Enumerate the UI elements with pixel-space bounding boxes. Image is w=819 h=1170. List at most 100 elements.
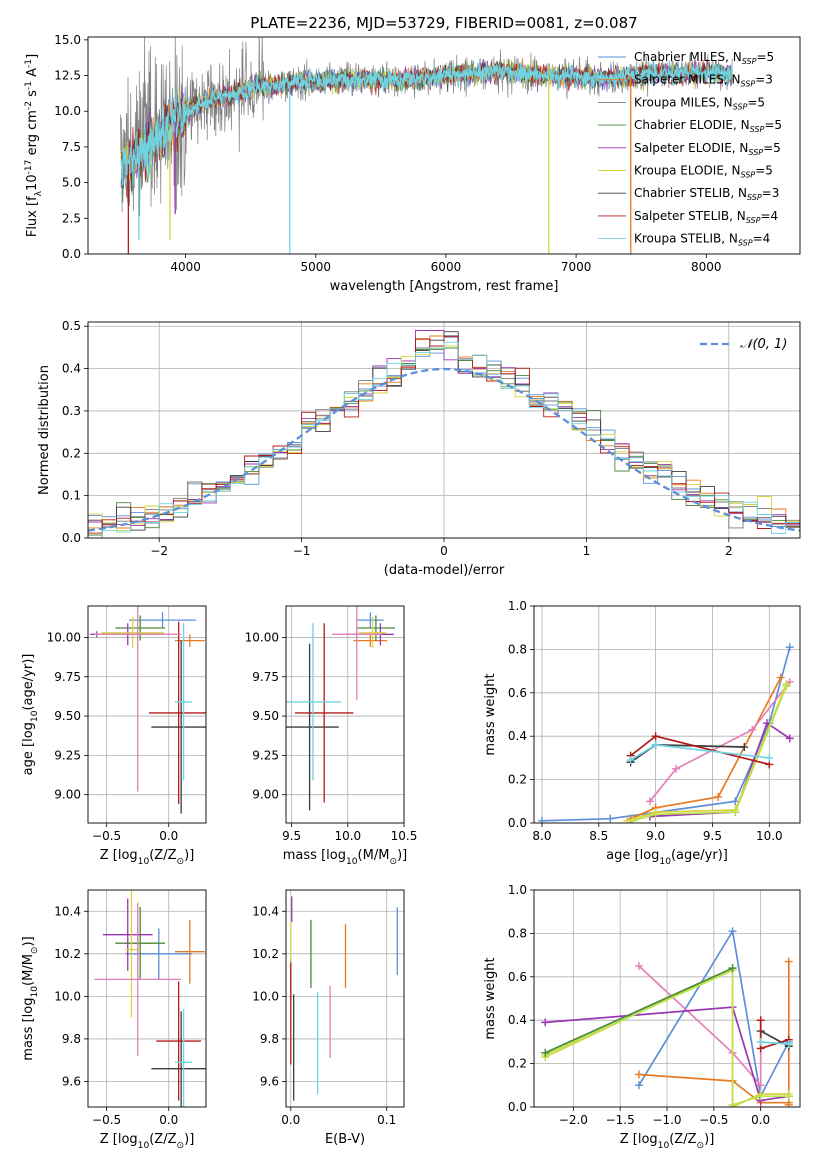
legend-label: Kroupa STELIB, NSSP=4	[634, 232, 770, 248]
legend-label: Chabrier STELIB, NSSP=3	[634, 186, 779, 202]
y-tick-label: 0.4	[508, 729, 527, 743]
legend-label: Chabrier MILES, NSSP=5	[634, 50, 774, 66]
panel-age_vs_Z: −0.5 0.0 9.00 9.25 9.50 9.75 10.00 Z [log10(Z/Z…	[21, 605, 207, 867]
panel-age_vs_mass: 9.5 10.0 10.5 9.00 9.25 9.50 9.75 10.00 mass [lo…	[245, 605, 417, 867]
x-axis-label: E(B-V)	[325, 1132, 365, 1147]
weight-marker	[728, 1100, 737, 1107]
x-tick-label: 0.0	[751, 1113, 770, 1127]
y-tick-label: 9.75	[252, 670, 279, 684]
x-axis-label: mass [log10(M/M⊙)]	[283, 848, 407, 867]
model-spectrum	[120, 57, 733, 191]
y-tick-label: 10.00	[47, 630, 81, 644]
y-tick-label: 9.8	[62, 1032, 81, 1046]
legend: Chabrier MILES, NSSP=5 Salpeter MILES, NS…	[598, 50, 782, 248]
y-tick-label: 0.3	[62, 404, 81, 418]
legend-label: Salpeter MILES, NSSP=3	[634, 73, 773, 89]
x-tick-label: −0.5	[92, 1113, 121, 1127]
weight-marker	[645, 797, 654, 806]
grid	[88, 606, 206, 823]
y-tick-label: 0.5	[62, 319, 81, 333]
x-tick-label: 6000	[431, 260, 462, 274]
weight-marker	[785, 734, 794, 743]
x-tick-label: 8000	[691, 260, 722, 274]
y-axis-label: mass weight	[483, 673, 498, 755]
panel-weight_vs_Z: −2.0 −1.5 −1.0 −0.5 0.0 0.0 0.2 0.4 0.6 0.8 1.0 Z […	[483, 883, 801, 1151]
panel-spectrum: 4000 5000 6000 7000 8000 0.0 2.5 5.0 7.5 10.0 12.5…	[24, 33, 801, 294]
y-tick-label: 10.0	[252, 989, 279, 1003]
x-tick-label: −2	[150, 544, 168, 558]
weight-marker	[651, 810, 660, 819]
weight-marker	[634, 961, 643, 970]
weight-marker	[756, 1081, 765, 1090]
y-tick-label: 0.6	[508, 686, 527, 700]
plot-area	[541, 927, 793, 1107]
model-spectrum-kroupa-stelib	[120, 59, 733, 186]
x-tick-label: 2	[725, 544, 733, 558]
figure-title: PLATE=2236, MJD=53729, FIBERID=0081, z=0…	[250, 14, 637, 32]
x-tick-label: 5000	[301, 260, 332, 274]
y-tick-label: 9.8	[260, 1032, 279, 1046]
weight-marker	[748, 725, 757, 734]
weight-line	[638, 965, 762, 1088]
weight-marker	[785, 643, 794, 652]
y-tick-label: 9.25	[54, 748, 81, 762]
legend-label: Kroupa ELODIE, NSSP=5	[634, 164, 773, 180]
plot-area	[537, 643, 794, 823]
x-tick-label: 10.0	[334, 829, 361, 843]
y-axis-label: mass [log10(M/M⊙)]	[21, 936, 40, 1060]
gaussian-curve	[88, 367, 800, 532]
plot-area	[286, 606, 396, 811]
weight-marker	[740, 743, 749, 752]
axes-frame	[87, 321, 801, 539]
plot-area	[94, 890, 206, 1107]
y-tick-label: 12.5	[54, 69, 81, 83]
y-tick-label: 7.5	[62, 140, 81, 154]
x-tick-label: 9.5	[703, 829, 722, 843]
y-tick-label: 0.8	[508, 642, 527, 656]
axes-frame	[87, 36, 801, 255]
y-tick-label: 0.8	[508, 926, 527, 940]
y-tick-label: 0.4	[62, 362, 81, 376]
weight-line	[638, 961, 790, 1105]
y-tick-label: 2.5	[62, 211, 81, 225]
x-tick-label: 1	[583, 544, 591, 558]
x-tick-label: 8.0	[532, 829, 551, 843]
residual-histogram	[88, 341, 800, 538]
y-tick-label: 0.0	[62, 247, 81, 261]
axes-frame	[87, 889, 207, 1108]
weight-line	[649, 681, 791, 802]
x-tick-label: 0.0	[281, 1113, 300, 1127]
legend-label: Salpeter STELIB, NSSP=4	[634, 209, 778, 225]
y-tick-label: 5.0	[62, 176, 81, 190]
weight-marker	[541, 1048, 550, 1057]
weight-line	[630, 677, 782, 820]
y-tick-label: 0.2	[508, 773, 527, 787]
y-tick-label: 0.0	[62, 531, 81, 545]
weight-marker	[651, 732, 660, 741]
y-tick-label: 10.4	[252, 904, 279, 918]
weight-marker	[606, 814, 615, 823]
residual-histogram	[88, 335, 800, 534]
legend-label: 𝒩(0, 1)	[740, 337, 787, 352]
x-tick-label: −1.5	[606, 1113, 635, 1127]
y-axis-label: mass weight	[483, 957, 498, 1039]
y-tick-label: 0.6	[508, 970, 527, 984]
legend-label: Chabrier ELODIE, NSSP=5	[634, 118, 782, 134]
y-tick-label: 0.2	[62, 446, 81, 460]
panel-mass_vs_Z: −0.5 0.0 9.6 9.8 10.0 10.2 10.4 Z [log10(Z/Z⊙)]…	[21, 889, 207, 1151]
plot-area	[120, 37, 733, 254]
x-tick-label: −0.5	[92, 829, 121, 843]
y-tick-label: 9.50	[252, 709, 279, 723]
weight-marker	[634, 1070, 643, 1079]
x-axis-label: age [log10(age/yr)]	[606, 848, 728, 867]
weight-line	[544, 967, 733, 1054]
x-tick-label: −2.0	[559, 1113, 588, 1127]
weight-marker	[728, 927, 737, 936]
panel-mass_vs_ebv: 0.0 0.1 9.6 9.8 10.0 10.2 10.4 E(B-V)	[252, 889, 405, 1147]
weight-marker	[541, 1018, 550, 1027]
y-tick-label: 10.2	[252, 947, 279, 961]
weight-marker	[672, 764, 681, 773]
x-tick-label: 0	[440, 544, 448, 558]
weight-marker	[728, 964, 737, 973]
